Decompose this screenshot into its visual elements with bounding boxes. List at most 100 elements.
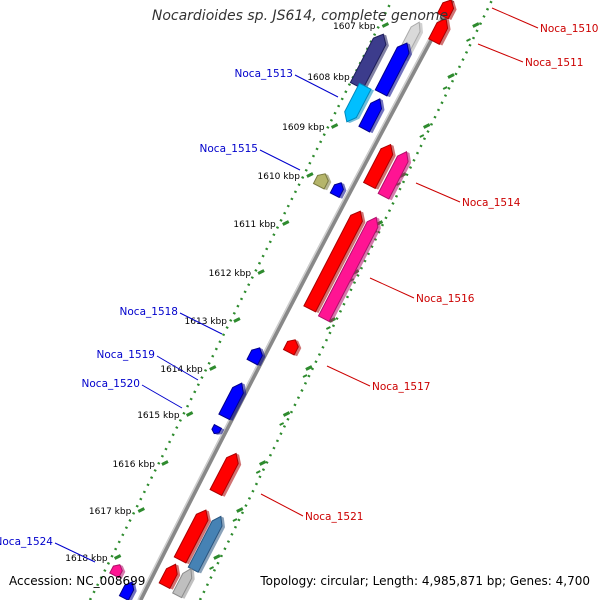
gene-noca-1514-bevel bbox=[388, 151, 412, 201]
tick-mark-left bbox=[381, 22, 390, 28]
gene-gray-bottom bbox=[172, 567, 193, 599]
gene-noca-1520b-bevel bbox=[214, 428, 225, 435]
leader-line-noca-1521 bbox=[260, 493, 304, 517]
gene-noca-1524-bevel bbox=[118, 564, 126, 579]
genome-backbone-highlight bbox=[137, 0, 451, 600]
gene-noca-1520 bbox=[218, 382, 244, 421]
gene-label-noca-1515[interactable]: Noca_1515 bbox=[200, 143, 258, 155]
gene-noca-1511 bbox=[428, 17, 449, 45]
gene-noca-1512-bevel bbox=[362, 34, 389, 91]
gene-noca-1515a-bevel bbox=[324, 173, 332, 191]
leader-line-noca-1510 bbox=[491, 7, 539, 29]
gene-noca-1520-bevel bbox=[229, 383, 247, 421]
tick-label: 1613 kbp bbox=[185, 317, 228, 327]
leader-line-noca-1515 bbox=[259, 149, 301, 171]
gene-noca-1516-bevel bbox=[329, 217, 381, 323]
gene-noca-1523-bevel bbox=[198, 516, 225, 574]
gene-label-noca-1516[interactable]: Noca_1516 bbox=[416, 293, 475, 305]
tick-label: 1607 kbp bbox=[333, 22, 376, 32]
gene-label-noca-1521[interactable]: Noca_1521 bbox=[305, 511, 363, 523]
tick-mark-left bbox=[161, 460, 169, 466]
gene-noca-1521-bevel bbox=[221, 453, 242, 497]
gene-label-noca-1511[interactable]: Noca_1511 bbox=[525, 57, 583, 69]
gene-noca-1517-bevel bbox=[294, 339, 302, 357]
tick-mark-right bbox=[259, 460, 267, 466]
gene-noca-1515a bbox=[312, 173, 329, 190]
tick-label: 1612 kbp bbox=[209, 269, 252, 279]
tick-label: 1617 kbp bbox=[89, 507, 132, 517]
gene-noca-1513-bevel bbox=[346, 89, 374, 123]
leader-line-noca-1519 bbox=[156, 355, 199, 381]
minor-tick bbox=[419, 134, 425, 138]
minor-tick bbox=[466, 38, 471, 42]
minor-tick bbox=[279, 422, 285, 426]
gene-noca-1515 bbox=[329, 182, 344, 199]
gene-noca-1516a bbox=[303, 210, 363, 313]
minor-tick bbox=[255, 470, 261, 474]
tick-mark-left bbox=[282, 220, 290, 226]
gene-noca-1522 bbox=[173, 509, 209, 564]
gene-label-noca-1519[interactable]: Noca_1519 bbox=[97, 349, 155, 361]
gene-noca-1513 bbox=[344, 82, 372, 123]
minor-tick bbox=[209, 566, 215, 570]
gene-noca-1515-bevel bbox=[339, 182, 347, 199]
gene-label-noca-1513[interactable]: Noca_1513 bbox=[235, 68, 293, 80]
tick-mark-right bbox=[472, 22, 480, 28]
gene-noca-1519 bbox=[246, 347, 263, 366]
tick-label: 1616 kbp bbox=[113, 460, 156, 470]
gene-label-noca-1520[interactable]: Noca_1520 bbox=[82, 378, 140, 390]
leader-line-noca-1514 bbox=[415, 182, 461, 203]
gene-noca-1513a-bevel bbox=[386, 43, 412, 98]
gene-noca-1516a-bevel bbox=[315, 211, 366, 313]
tick-label: 1615 kbp bbox=[137, 411, 180, 421]
gene-noca-1522-bevel bbox=[185, 510, 211, 565]
tick-mark-left bbox=[257, 269, 265, 275]
tick-label: 1608 kbp bbox=[307, 73, 350, 83]
tick-mark-right bbox=[213, 554, 221, 560]
minor-tick bbox=[302, 374, 308, 378]
gene-noca-1511-bevel bbox=[439, 18, 451, 46]
tick-label: 1611 kbp bbox=[233, 220, 276, 230]
tick-marks: 1607 kbp 1608 kbp 1609 kbp 1610 kbp 1611 kbp… bbox=[65, 22, 480, 570]
tick-mark-left bbox=[330, 123, 339, 129]
tick-label: 1609 kbp bbox=[282, 123, 325, 133]
leader-line-noca-1511 bbox=[477, 43, 524, 63]
minor-tick bbox=[442, 86, 448, 90]
gene-noca-1521 bbox=[209, 452, 239, 497]
leader-line-noca-1518 bbox=[179, 312, 223, 335]
leader-line-noca-1517 bbox=[326, 365, 371, 387]
gene-label-noca-1524[interactable]: Noca_1524 bbox=[0, 536, 53, 548]
gene-noca-1514a-bevel bbox=[375, 144, 396, 190]
leader-line-noca-1520 bbox=[141, 384, 183, 409]
tick-mark-left bbox=[209, 365, 217, 371]
accession-text: Accession: NC_008699 bbox=[9, 574, 146, 588]
minor-tick bbox=[232, 518, 238, 522]
gene-features bbox=[109, 0, 457, 600]
gene-label-noca-1510[interactable]: Noca_1510 bbox=[540, 23, 598, 35]
gene-gray-bottom-bevel bbox=[181, 568, 195, 599]
gene-noca-1525-bevel bbox=[128, 582, 137, 600]
gene-noca-1513b-bevel bbox=[369, 98, 385, 134]
gene-noca-1514 bbox=[377, 151, 409, 200]
tick-mark-left bbox=[113, 554, 122, 560]
gene-noca-1524b-bevel bbox=[169, 564, 181, 590]
tick-mark-left bbox=[306, 172, 314, 178]
leader-line-noca-1516 bbox=[369, 277, 415, 299]
gene-noca-1519-bevel bbox=[257, 347, 266, 367]
tick-mark-left bbox=[185, 411, 194, 417]
gene-label-noca-1518[interactable]: Noca_1518 bbox=[120, 306, 178, 318]
gene-noca-1523 bbox=[187, 515, 223, 573]
tick-mark-left bbox=[233, 317, 241, 323]
gene-noca-1516 bbox=[317, 216, 379, 323]
topology-text: Topology: circular; Length: 4,985,871 bp… bbox=[260, 574, 590, 588]
leader-line-noca-1524 bbox=[54, 542, 96, 563]
genome-backbone bbox=[137, 0, 455, 600]
tick-mark-right bbox=[305, 365, 313, 371]
gene-label-noca-1517[interactable]: Noca_1517 bbox=[372, 381, 430, 393]
gene-noca-1510-bevel bbox=[448, 0, 457, 20]
gene-label-noca-1514[interactable]: Noca_1514 bbox=[462, 197, 521, 209]
gene-noca-1513b bbox=[358, 98, 383, 133]
tick-label: 1610 kbp bbox=[258, 172, 301, 182]
